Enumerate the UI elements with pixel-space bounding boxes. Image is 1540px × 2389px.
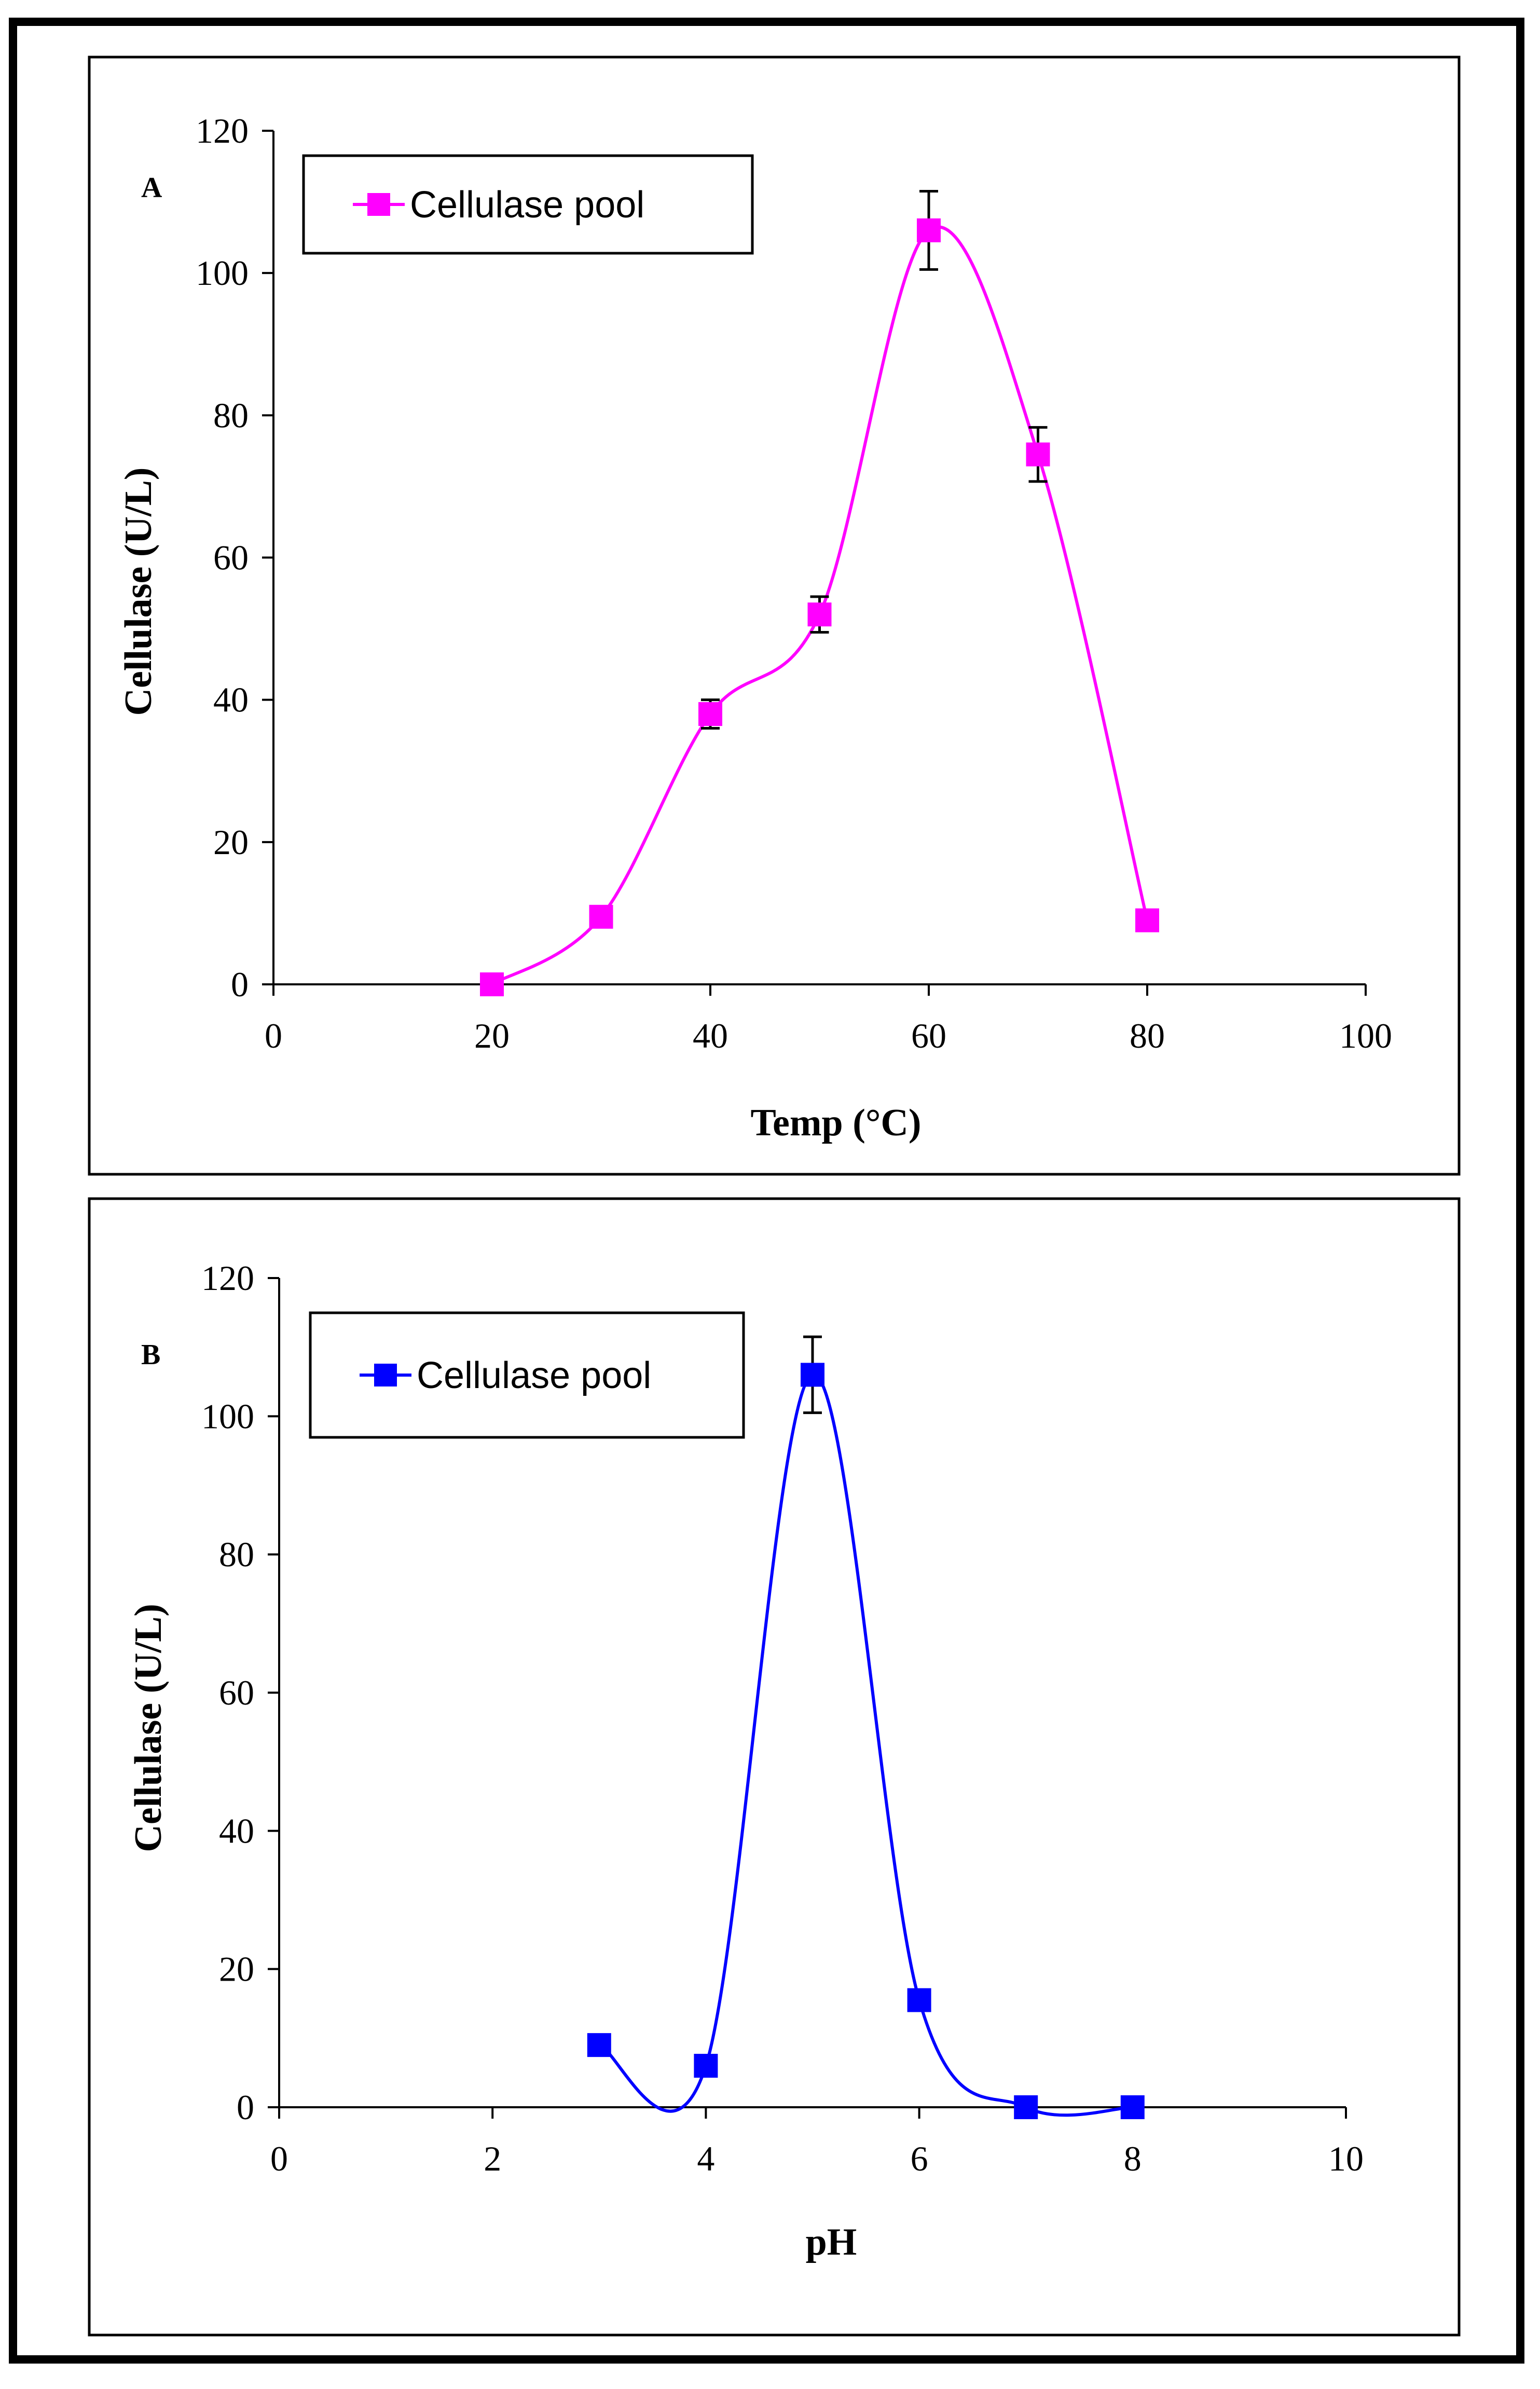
panel-b-legend-label: Cellulase pool [417,1355,651,1396]
panel-a-data-point [698,702,722,726]
panel-b-x-tick-label: 2 [484,2139,501,2178]
panel-b-y-axis-title: Cellulase (U/L) [127,1604,170,1852]
panel-b-series-line [598,1373,1133,2117]
panel-b-y-tick-label: 80 [219,1535,254,1574]
panel-b-data-point [801,1363,824,1387]
panel-b: B Cellulase (U/L) pH 0 20 40 60 80 100 120 0 2 4 6… [88,1197,1461,2337]
panel-a-data-point [1135,908,1159,932]
panel-a-x-tick-label: 40 [693,1016,728,1055]
panel-a-x-tick-label: 20 [474,1016,510,1055]
panel-b-x-tick-label: 10 [1328,2139,1364,2178]
panel-b-y-tick-label: 100 [201,1396,254,1436]
panel-a-plot: 0 20 40 60 80 100 120 0 20 40 60 80 100 Cellulase poo… [196,111,1392,1055]
panel-b-y-tick-label: 120 [201,1258,254,1298]
panel-a-x-tick-label: 100 [1339,1016,1392,1055]
panel-a-data-point [480,972,504,996]
panel-b-x-tick-label: 4 [697,2139,714,2178]
panel-a-y-tick-label: 120 [196,111,249,150]
panel-a-y-axis-title: Cellulase (U/L) [117,468,160,716]
panel-a-data-point [917,218,941,242]
panel-a-y-tick-label: 0 [231,965,249,1004]
panel-b-data-point [1120,2095,1145,2119]
panel-b-data-point [587,2033,611,2057]
panel-a: A Cellulase (U/L) Temp (°C) 0 20 40 60 80 100… [88,56,1461,1176]
panel-a-data-point [807,602,832,627]
panel-b-frame [88,1197,1461,2337]
panel-b-y-tick-label: 20 [219,1949,254,1989]
panel-a-y-tick-label: 40 [213,680,249,720]
panel-b-data-point [694,2054,718,2078]
panel-a-x-tick-label: 0 [265,1016,282,1055]
panel-b-x-axis-title: pH [806,2221,857,2263]
panel-b-x-tick-label: 0 [270,2139,288,2178]
panel-a-legend-marker [367,193,390,216]
panel-b-x-tick-label: 8 [1124,2139,1142,2178]
panel-b-plot: 0 20 40 60 80 100 120 0 2 4 6 8 10 Cellulase pool [201,1258,1364,2178]
panel-b-legend-marker [374,1364,397,1386]
panel-a-y-tick-label: 100 [196,253,249,293]
panel-a-data-point [1026,442,1050,466]
panel-a-data-point [589,904,613,929]
panel-a-frame [88,56,1461,1176]
panel-a-letter: A [141,172,162,204]
panel-a-x-tick-label: 80 [1130,1016,1165,1055]
panel-b-x-tick-label: 6 [911,2139,928,2178]
panel-a-legend-label: Cellulase pool [410,184,644,226]
panel-a-x-tick-label: 60 [911,1016,946,1055]
panel-a-y-tick-label: 20 [213,822,249,862]
panel-b-y-tick-label: 40 [219,1811,254,1850]
panel-b-letter: B [141,1339,160,1371]
panel-b-data-point [1014,2095,1038,2119]
panel-b-y-tick-label: 60 [219,1673,254,1712]
panel-b-y-tick-label: 0 [237,2088,254,2127]
panel-a-y-tick-label: 60 [213,538,249,578]
outer-frame [9,18,1524,2364]
panel-a-series-line [491,225,1149,986]
panel-b-data-point [907,1988,931,2012]
panel-a-y-tick-label: 80 [213,395,249,435]
panel-a-x-axis-title: Temp (°C) [750,1102,921,1144]
